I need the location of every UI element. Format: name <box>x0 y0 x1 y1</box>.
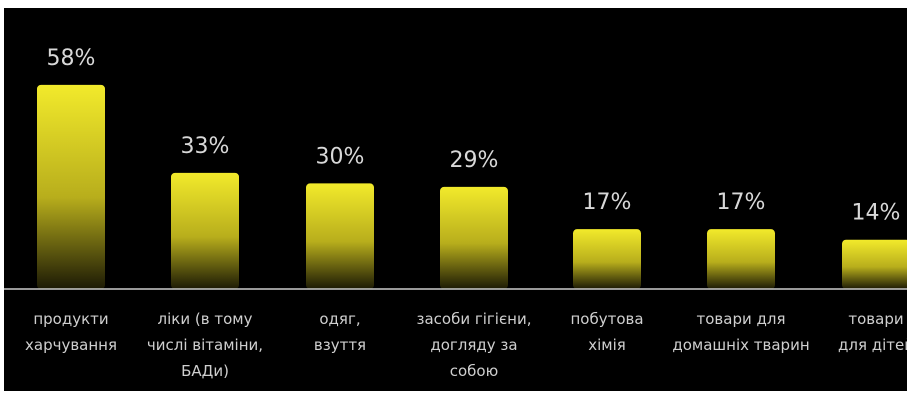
value-label-4: 29% <box>450 148 499 173</box>
category-label-6: товари для домашніх тварин <box>672 310 809 354</box>
bar-6 <box>707 229 775 289</box>
category-label-2: ліки (в тому числі вітаміни, БАДи) <box>147 310 263 380</box>
category-label-line: хімія <box>588 336 626 354</box>
bar-7 <box>842 239 910 289</box>
category-label-line: взуття <box>314 336 366 354</box>
category-label-line: засоби гігієни, <box>416 310 531 328</box>
value-label-7: 14% <box>852 201 901 226</box>
category-label-line: продукти <box>33 310 108 328</box>
category-label-line: харчування <box>25 336 117 354</box>
category-label-line: собою <box>450 362 498 380</box>
category-label-line: побутова <box>570 310 643 328</box>
bar-5 <box>573 229 641 289</box>
chart-panel: 58% 33% 30% 29% 17% 17% 14% продукти харчування… <box>4 8 913 391</box>
category-label-line: БАДи) <box>181 362 229 380</box>
category-label-4: засоби гігієни, догляду за собою <box>416 310 531 380</box>
category-label-3: одяг, взуття <box>314 310 366 354</box>
category-label-line: домашніх тварин <box>672 336 809 354</box>
category-labels-layer: продукти харчування ліки (в тому числі віта… <box>25 310 913 380</box>
category-label-line: одяг, <box>319 310 360 328</box>
category-label-line: числі вітаміни, <box>147 336 263 354</box>
category-label-line: для дітей <box>838 336 907 354</box>
bar-chart: 58% 33% 30% 29% 17% 17% 14% продукти харчування… <box>4 46 913 380</box>
bar-1 <box>37 84 105 289</box>
value-labels-layer: 58% 33% 30% 29% 17% 17% 14% <box>47 46 901 226</box>
category-label-7: товари для дітей <box>838 310 907 354</box>
category-label-line: товари <box>848 310 903 328</box>
category-label-1: продукти харчування <box>25 310 117 354</box>
value-label-3: 30% <box>316 144 365 169</box>
value-label-6: 17% <box>717 190 766 215</box>
value-label-5: 17% <box>583 190 632 215</box>
bar-4 <box>440 186 508 289</box>
category-label-line: догляду за <box>430 336 517 354</box>
category-label-line: товари для <box>697 310 786 328</box>
category-label-5: побутова хімія <box>570 310 643 354</box>
value-label-1: 58% <box>47 46 96 71</box>
bars-layer <box>37 84 910 289</box>
category-label-line: ліки (в тому <box>158 310 253 328</box>
bar-3 <box>306 183 374 289</box>
value-label-2: 33% <box>181 134 230 159</box>
bar-2 <box>171 172 239 289</box>
